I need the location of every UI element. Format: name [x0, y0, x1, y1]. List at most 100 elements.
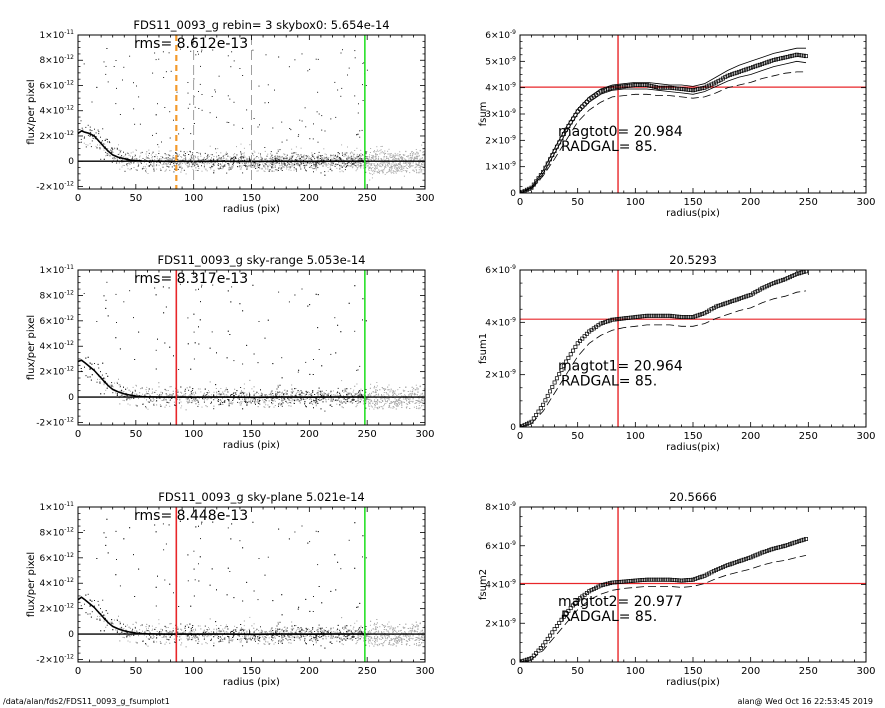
scatter-point — [281, 400, 283, 402]
scatter-point — [267, 165, 269, 166]
scatter-point — [330, 353, 332, 355]
scatter-point — [283, 163, 285, 165]
scatter-point — [90, 146, 92, 148]
scatter-point — [124, 155, 126, 157]
scatter-point — [173, 119, 174, 121]
scatter-point — [338, 397, 340, 399]
scatter-point — [126, 165, 128, 167]
scatter-point — [91, 101, 93, 103]
scatter-point — [321, 162, 323, 164]
scatter-point — [218, 404, 220, 406]
scatter-point — [230, 66, 232, 68]
scatter-point — [396, 158, 398, 160]
scatter-point — [193, 78, 195, 80]
scatter-point — [404, 165, 406, 167]
scatter-point — [323, 393, 325, 395]
scatter-point — [153, 167, 155, 169]
scatter-point — [384, 167, 385, 169]
scatter-point — [179, 399, 181, 401]
scatter-point — [281, 392, 283, 394]
scatter-point — [150, 154, 152, 156]
x-tick-label: 200 — [741, 197, 760, 208]
scatter-point — [357, 157, 359, 159]
scatter-point — [314, 158, 316, 160]
scatter-point — [276, 163, 277, 165]
scatter-point — [243, 157, 245, 159]
scatter-point — [331, 398, 333, 400]
scatter-point — [334, 158, 336, 160]
scatter-point — [220, 152, 222, 154]
scatter-point — [352, 164, 354, 166]
scatter-point — [354, 153, 355, 155]
scatter-point — [246, 404, 248, 406]
tick-label: -2×10-12 — [36, 180, 74, 192]
scatter-point — [375, 156, 377, 158]
scatter-point — [231, 165, 233, 167]
scatter-point — [203, 392, 205, 394]
scatter-point — [271, 163, 273, 165]
scatter-point — [169, 393, 171, 395]
curve-marker — [693, 87, 698, 92]
scatter-point — [382, 400, 384, 402]
curve-marker — [603, 88, 608, 92]
scatter-point — [146, 157, 148, 159]
scatter-point — [322, 159, 324, 161]
scatter-point — [184, 159, 186, 161]
scatter-point — [327, 159, 329, 160]
scatter-point — [210, 167, 212, 169]
scatter-point — [334, 165, 336, 167]
scatter-point — [288, 163, 290, 165]
scatter-point — [382, 401, 384, 402]
scatter-point — [360, 149, 362, 151]
scatter-point — [352, 162, 354, 164]
scatter-point — [227, 391, 229, 393]
scatter-point — [171, 166, 173, 168]
scatter-point — [419, 159, 421, 161]
scatter-point — [375, 157, 377, 159]
scatter-point — [392, 154, 394, 156]
curve-marker — [598, 89, 603, 94]
scatter-point — [360, 394, 361, 396]
scatter-point — [148, 152, 150, 154]
scatter-point — [388, 399, 390, 401]
curve-marker — [778, 56, 783, 61]
scatter-point — [310, 157, 312, 159]
scatter-point — [409, 163, 411, 165]
scatter-point — [289, 166, 291, 168]
scatter-point — [103, 393, 105, 395]
scatter-point — [178, 166, 180, 168]
scatter-point — [409, 162, 411, 164]
scatter-point — [268, 170, 270, 172]
scatter-point — [83, 137, 85, 139]
scatter-point — [267, 166, 269, 168]
scatter-point — [305, 155, 307, 157]
curve-marker — [727, 73, 732, 77]
scatter-point — [213, 159, 215, 161]
scatter-point — [301, 53, 303, 55]
scatter-point — [278, 163, 280, 165]
scatter-point — [185, 162, 187, 164]
scatter-point — [242, 310, 244, 312]
scatter-point — [361, 399, 363, 401]
curve-marker — [656, 85, 661, 90]
scatter-point — [357, 156, 359, 158]
curve-marker — [700, 86, 705, 91]
scatter-point — [209, 347, 211, 349]
scatter-point — [311, 159, 313, 161]
scatter-point — [378, 394, 380, 396]
scatter-point — [283, 157, 285, 159]
scatter-point — [258, 152, 260, 154]
scatter-point — [285, 163, 287, 165]
scatter-point — [91, 130, 93, 132]
scatter-point — [239, 165, 241, 167]
scatter-point — [283, 163, 285, 165]
scatter-point — [404, 394, 406, 396]
scatter-point — [89, 135, 91, 137]
scatter-point — [157, 159, 159, 161]
scatter-point — [404, 390, 406, 392]
scatter-point — [93, 134, 95, 136]
scatter-point — [172, 159, 173, 161]
scatter-point — [164, 107, 166, 108]
scatter-point — [163, 399, 165, 401]
scatter-point — [320, 159, 322, 161]
